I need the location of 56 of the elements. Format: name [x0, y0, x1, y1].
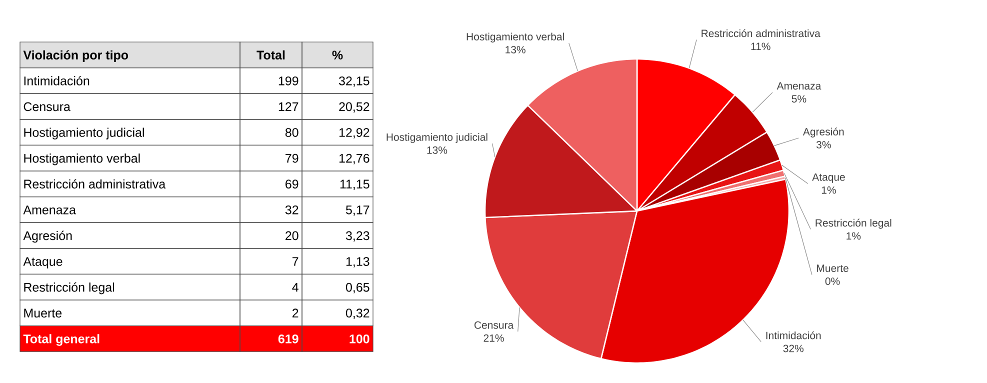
text: 20,52 — [339, 102, 370, 113]
data-label: 1% — [846, 232, 861, 240]
text: 619 — [278, 334, 298, 344]
text: Muerte — [24, 308, 62, 318]
slice-label: Hostigamiento verbal — [466, 32, 564, 42]
data-label: 0% — [825, 278, 840, 285]
text: 3,23 — [346, 231, 370, 242]
data-label: 5% — [792, 95, 806, 103]
text: 127 — [278, 102, 298, 111]
text: 2 — [292, 308, 298, 318]
text: 1,13 — [346, 257, 370, 268]
text: Ataque — [23, 257, 62, 268]
text: 20 — [286, 231, 298, 240]
text: Hostigamiento judicial — [24, 128, 144, 140]
text: 4 — [292, 283, 298, 292]
slice-label: Restricción legal — [816, 218, 892, 229]
data-label: 3% — [816, 140, 831, 148]
text: 5,17 — [346, 206, 370, 216]
data-label: 13% — [427, 146, 448, 154]
text: 199 — [278, 76, 298, 86]
data-label: 32% — [783, 344, 804, 352]
text: 80 — [285, 128, 298, 137]
text: 32 — [285, 205, 298, 214]
text: 7 — [292, 257, 298, 266]
slice-label: Amenaza — [776, 82, 822, 90]
text: Hostigamiento verbal — [24, 154, 140, 166]
text: 100 — [350, 334, 370, 344]
text: % — [332, 50, 343, 60]
slice-label: Restricción administrativa — [702, 29, 820, 38]
text: 0,65 — [346, 282, 370, 294]
data-label: 21% — [484, 334, 504, 342]
slice-label: Ataque — [812, 173, 845, 183]
text: Agresión — [23, 230, 72, 243]
text: Total general — [23, 334, 100, 346]
slice-label: Intimidación — [766, 331, 821, 340]
text: 69 — [286, 180, 298, 189]
text: 0,32 — [346, 308, 370, 319]
text: 32,15 — [338, 76, 370, 87]
text: 11,15 — [340, 180, 370, 190]
slice-label: Agresión — [802, 128, 844, 138]
slice-label: Censura — [474, 321, 514, 329]
text: Amenaza — [23, 206, 76, 214]
text: 79 — [286, 154, 298, 163]
text: Violación por tipo — [23, 50, 128, 62]
slice-label: Hostigamiento judicial — [386, 133, 488, 143]
text: Total — [256, 50, 285, 60]
slice-label: Muerte — [817, 264, 848, 272]
data-label: 1% — [822, 186, 836, 194]
text: Restricción administrativa — [24, 179, 166, 189]
text: Restricción legal — [24, 282, 114, 294]
text: 12,92 — [339, 128, 370, 138]
text: 12,76 — [339, 154, 370, 164]
data-label: 11% — [751, 42, 770, 50]
text: Censura — [24, 102, 70, 112]
text: Intimidación — [24, 76, 90, 86]
data-label: 13% — [506, 46, 526, 54]
